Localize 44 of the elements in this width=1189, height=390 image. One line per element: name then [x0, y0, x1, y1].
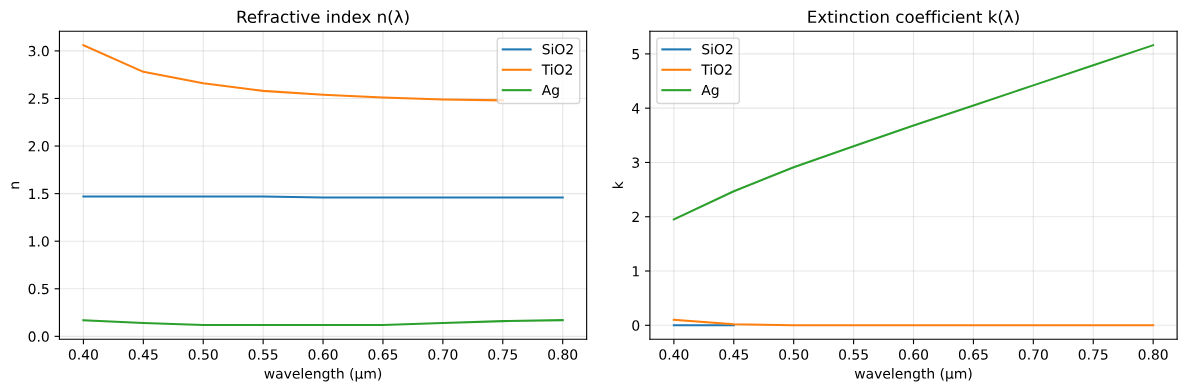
y-tick-label: 2: [632, 211, 639, 223]
x-axis-title: wavelength (µm): [264, 368, 382, 382]
y-tick-label: 0: [632, 320, 640, 331]
x-tick-label: 0.70: [428, 349, 458, 360]
y-tick-label: 1.5: [29, 188, 49, 200]
x-tick-label: 0.60: [308, 349, 338, 360]
legend-label: Ag: [541, 84, 559, 98]
x-axis-title: wavelength (µm): [854, 368, 972, 382]
y-tick-label: 3.0: [28, 45, 49, 57]
x-tick-label: 0.55: [248, 349, 278, 360]
x-tick-label: 0.75: [488, 349, 518, 360]
x-tick-label: 0.50: [188, 349, 218, 360]
y-tick-label: 3: [632, 157, 640, 168]
y-tick-label: 0.0: [28, 331, 49, 342]
chart-title: Extinction coefficient k(λ): [808, 10, 1019, 26]
x-tick-label: 0.65: [958, 349, 988, 360]
y-tick-label: 0.5: [28, 283, 49, 295]
legend-label: TiO2: [541, 64, 572, 75]
legend-label: SiO2: [702, 43, 733, 55]
x-tick-label: 0.75: [1078, 349, 1108, 360]
y-tick-label: 1: [632, 266, 639, 277]
x-tick-label: 0.45: [719, 349, 749, 360]
x-tick-label: 0.80: [548, 349, 578, 360]
line-series: [672, 44, 1155, 221]
y-tick-label: 2.5: [28, 93, 49, 104]
y-tick-label: 4: [632, 103, 640, 114]
legend-label: TiO2: [701, 64, 732, 75]
y-tick-label: 5: [632, 49, 639, 60]
y-axis-title: k: [612, 181, 623, 189]
y-tick-label: 1.0: [29, 236, 49, 247]
x-tick-label: 0.70: [1018, 349, 1048, 360]
x-tick-label: 0.45: [128, 349, 158, 360]
x-tick-label: 0.40: [659, 349, 689, 360]
x-tick-label: 0.55: [839, 349, 868, 360]
legend-label: SiO2: [542, 43, 573, 55]
x-tick-label: 0.80: [1138, 349, 1168, 360]
x-tick-label: 0.65: [368, 349, 398, 360]
x-tick-label: 0.50: [779, 349, 809, 360]
x-tick-label: 0.60: [898, 349, 929, 360]
y-axis-title: n: [11, 182, 20, 189]
y-tick-label: 2.0: [28, 141, 49, 152]
x-tick-label: 0.40: [68, 349, 98, 360]
chart-title: Refractive index n(λ): [237, 10, 409, 26]
legend-label: Ag: [701, 84, 719, 98]
